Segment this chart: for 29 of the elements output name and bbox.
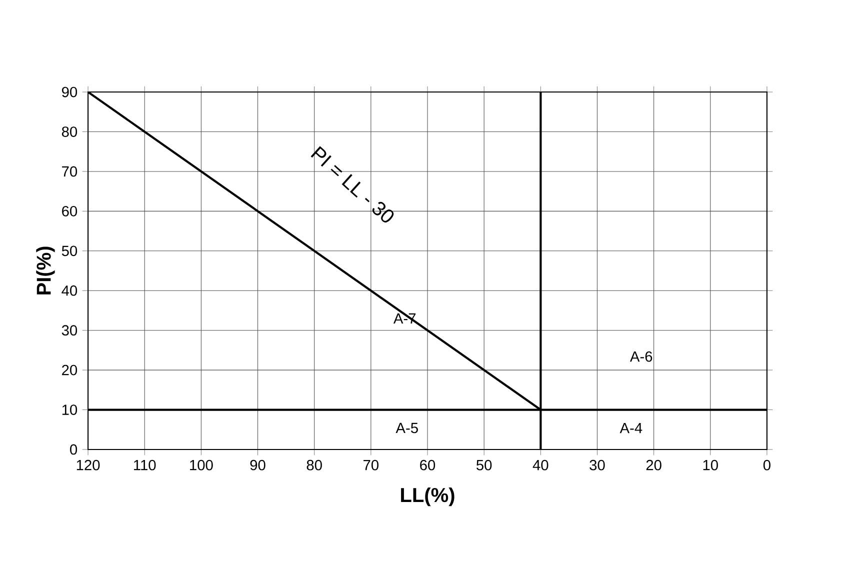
x-axis-title: LL(%) — [401, 487, 454, 506]
x-tick-label: 100 — [190, 460, 213, 470]
x-tick-label: 120 — [76, 460, 100, 470]
x-tick-label: 0 — [763, 460, 770, 470]
y-tick-label: 70 — [62, 166, 78, 177]
annotation: PI = LL - 30 — [310, 146, 394, 222]
annotation: A-6 — [630, 351, 652, 362]
x-tick-label: 40 — [532, 460, 548, 470]
y-tick-label: 30 — [62, 325, 78, 336]
x-tick-label: 80 — [306, 460, 322, 470]
x-tick-label: 10 — [703, 460, 718, 470]
y-tick-label: 80 — [62, 126, 78, 137]
y-tick-label: 10 — [62, 404, 78, 415]
x-tick-label: 30 — [590, 460, 605, 470]
x-tick-label: 90 — [250, 460, 266, 470]
x-tick-label: 70 — [364, 460, 378, 470]
annotation: A-4 — [620, 422, 642, 433]
y-tick-label: 60 — [62, 206, 78, 216]
y-tick-label: 40 — [62, 285, 78, 296]
y-tick-label: 20 — [62, 364, 78, 376]
x-tick-label: 60 — [420, 460, 436, 470]
y-tick-label: 50 — [62, 246, 78, 256]
x-tick-label: 110 — [134, 460, 156, 470]
x-tick-label: 20 — [646, 460, 662, 470]
y-tick-label: 90 — [62, 86, 78, 98]
y-tick-label: 0 — [70, 444, 78, 455]
annotation: A-5 — [396, 422, 418, 434]
x-tick-label: 50 — [476, 460, 492, 470]
y-axis-title: PI(%) — [36, 246, 55, 294]
